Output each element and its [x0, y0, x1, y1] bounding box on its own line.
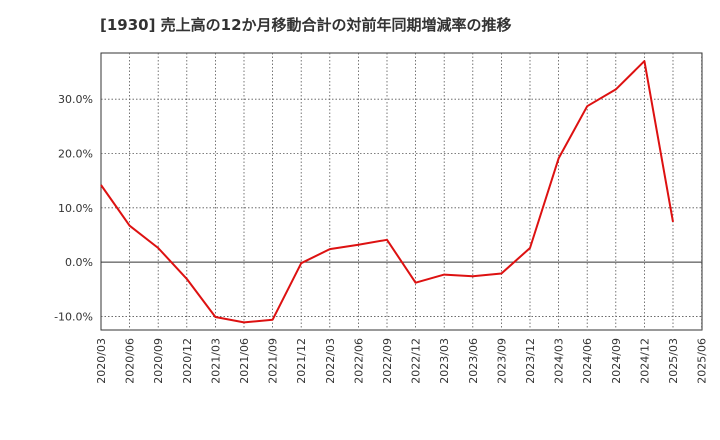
- x-tick-label: 2025/06: [696, 338, 709, 384]
- x-tick-label: 2024/12: [638, 338, 651, 384]
- y-tick-label: 30.0%: [58, 93, 93, 106]
- x-tick-label: 2023/06: [467, 338, 480, 384]
- y-tick-label: -10.0%: [54, 310, 93, 323]
- y-tick-label: 20.0%: [58, 147, 93, 160]
- x-tick-label: 2022/06: [352, 338, 365, 384]
- x-tick-label: 2020/12: [181, 338, 194, 384]
- plot-area-border: [100, 52, 703, 331]
- grid-lines: [101, 53, 702, 330]
- x-tick-label: 2020/06: [124, 338, 137, 384]
- x-tick-label: 2023/03: [438, 338, 451, 384]
- x-tick-label: 2024/03: [553, 338, 566, 384]
- y-axis-ticks: -10.0% 0.0% 10.0% 20.0% 30.0%: [54, 93, 93, 323]
- x-tick-label: 2021/03: [209, 338, 222, 384]
- x-tick-label: 2025/03: [667, 338, 680, 384]
- series-line: [100, 60, 674, 324]
- x-tick-label: 2023/09: [495, 338, 508, 384]
- x-tick-label: 2022/03: [324, 338, 337, 384]
- series-layer: [100, 60, 674, 324]
- y-tick-label: 0.0%: [65, 256, 93, 269]
- x-tick-label: 2021/06: [238, 338, 251, 384]
- x-tick-label: 2022/12: [410, 338, 423, 384]
- y-tick-label: 10.0%: [58, 202, 93, 215]
- x-tick-label: 2020/09: [152, 338, 165, 384]
- x-tick-label: 2024/06: [581, 338, 594, 384]
- x-tick-label: 2024/09: [610, 338, 623, 384]
- x-tick-label: 2021/12: [295, 338, 308, 384]
- chart-title: [1930] 売上高の12か月移動合計の対前年同期増減率の推移: [100, 16, 512, 34]
- x-axis-ticks: 2020/03 2020/06 2020/09 2020/12 2021/03 2021/…: [95, 338, 709, 384]
- x-tick-label: 2023/12: [524, 338, 537, 384]
- x-tick-label: 2020/03: [95, 338, 108, 384]
- x-tick-label: 2022/09: [381, 338, 394, 384]
- x-tick-label: 2021/09: [267, 338, 280, 384]
